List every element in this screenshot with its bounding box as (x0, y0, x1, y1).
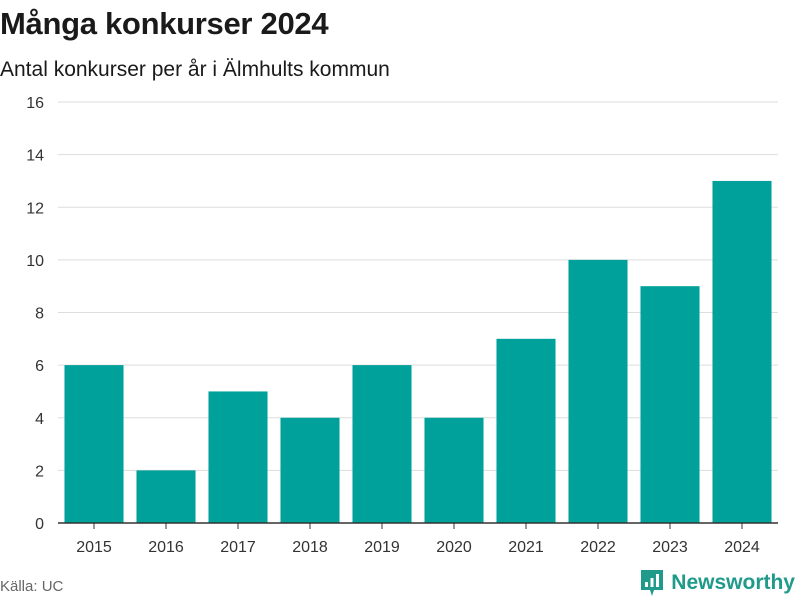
axes: 0 2 4 6 8 10 12 14 16 2015 2016 2017 2018 2019 2020 202… (26, 95, 778, 556)
bars (64, 180, 772, 523)
brand-name: Newsworthy (671, 571, 795, 594)
x-tick-label: 2022 (580, 539, 616, 556)
chart-title: Många konkurser 2024 (0, 6, 329, 41)
y-tick-label: 4 (35, 411, 44, 428)
x-tick-label: 2024 (724, 539, 760, 556)
bar (64, 365, 124, 523)
x-tick-label: 2016 (148, 539, 184, 556)
chart-subtitle: Antal konkurser per år i Älmhults kommun (0, 58, 390, 81)
brand-logo: Newsworthy (639, 568, 795, 598)
bar (568, 259, 628, 523)
bar (496, 338, 556, 523)
bar (136, 470, 196, 523)
y-tick-label: 0 (35, 516, 44, 533)
x-tick-label: 2017 (220, 539, 256, 556)
x-tick-label: 2019 (364, 539, 400, 556)
y-tick-label: 14 (26, 148, 44, 165)
source-note: Källa: UC (0, 578, 64, 595)
bar (640, 286, 700, 523)
bar (208, 391, 268, 523)
x-tick-label: 2020 (436, 539, 472, 556)
x-tick-label: 2023 (652, 539, 688, 556)
bar (352, 365, 412, 523)
y-tick-label: 2 (35, 463, 44, 480)
bar (280, 417, 340, 523)
x-tick-label: 2021 (508, 539, 544, 556)
bar-chart-icon (641, 570, 664, 596)
y-tick-label: 12 (26, 200, 44, 217)
y-tick-label: 6 (35, 358, 44, 375)
y-tick-label: 16 (26, 95, 44, 112)
y-tick-label: 10 (26, 253, 44, 270)
bar (712, 180, 772, 523)
x-tick-label: 2015 (76, 539, 112, 556)
y-tick-label: 8 (35, 306, 44, 323)
x-tick-label: 2018 (292, 539, 328, 556)
bar (424, 417, 484, 523)
